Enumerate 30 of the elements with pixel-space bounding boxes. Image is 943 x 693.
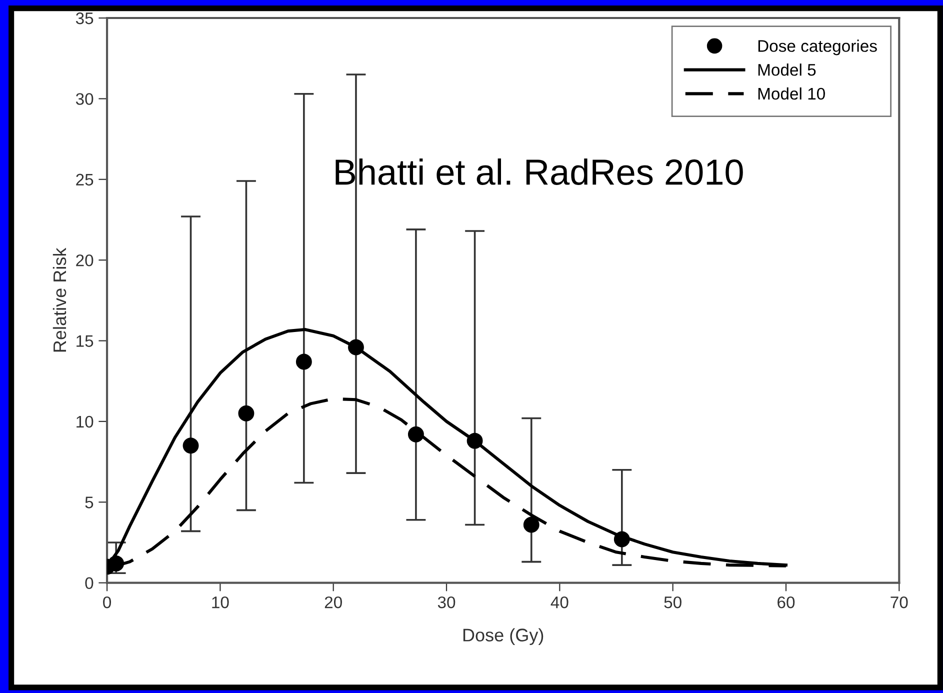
- x-tick-label: 30: [438, 596, 456, 608]
- y-tick-label: 25: [76, 174, 94, 186]
- x-tick-label: 50: [664, 596, 682, 608]
- x-tick-label: 40: [550, 596, 568, 608]
- point: [108, 555, 124, 572]
- y-tick-label: 5: [85, 496, 94, 508]
- x-tick-label: 60: [778, 596, 795, 608]
- y-tick-label: 30: [76, 93, 94, 105]
- x-axis-title: Dose (Gy): [463, 628, 544, 646]
- y-tick-label: 35: [76, 12, 94, 24]
- legend-label: Dose categories: [758, 40, 877, 56]
- x-tick-label: 20: [324, 596, 342, 608]
- y-tick-label: 10: [76, 416, 94, 428]
- y-tick-label: 20: [76, 254, 94, 266]
- legend-label: Model 10: [758, 87, 825, 100]
- point: [614, 531, 630, 548]
- x-tick-label: 70: [890, 596, 908, 608]
- point: [348, 339, 364, 356]
- point: [296, 354, 312, 370]
- legend-label: Model 5: [758, 64, 816, 76]
- point: [238, 405, 254, 422]
- point: [466, 432, 483, 449]
- y-tick-label: 0: [85, 577, 94, 590]
- y-axis-title: Relative Risk: [52, 248, 66, 352]
- point: [182, 438, 199, 454]
- x-tick-label: 10: [212, 596, 229, 608]
- y-tick-label: 15: [76, 335, 94, 347]
- x-tick-label: 0: [103, 596, 112, 608]
- point: [408, 426, 424, 442]
- point: [523, 516, 540, 533]
